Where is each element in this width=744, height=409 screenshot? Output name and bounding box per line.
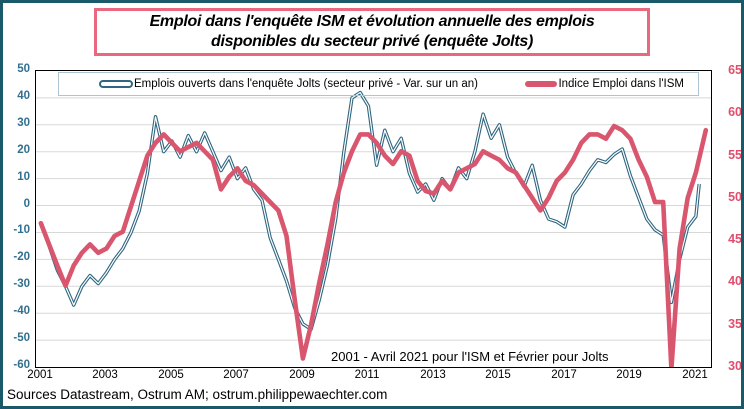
x-axis-tick: 2011 bbox=[354, 369, 380, 381]
x-axis-tick: 2009 bbox=[289, 369, 315, 381]
plot-svg bbox=[36, 90, 711, 367]
legend-item-jolts: Emplois ouverts dans l'enquête Jolts (se… bbox=[99, 78, 478, 90]
right-axis-labels: 65 60 55 50 45 40 35 30 bbox=[714, 63, 742, 373]
right-axis-tick: 45 bbox=[728, 232, 742, 246]
legend-label-jolts: Emplois ouverts dans l'enquête Jolts (se… bbox=[134, 78, 478, 90]
x-axis-tick: 2007 bbox=[223, 369, 249, 381]
left-axis-tick: 0 bbox=[23, 198, 30, 210]
x-axis-tick: 2003 bbox=[92, 369, 118, 381]
ism-line bbox=[38, 123, 709, 367]
right-axis-tick: 60 bbox=[728, 105, 742, 119]
left-axis-tick: 40 bbox=[17, 90, 30, 102]
left-axis-tick: -10 bbox=[13, 224, 30, 236]
chart-title-line2: disponibles du secteur privé (enquête Jo… bbox=[211, 33, 533, 50]
chart-title-line1: Emploi dans l'enquête ISM et évolution a… bbox=[149, 13, 595, 30]
legend-label-ism: Indice Emploi dans l'ISM bbox=[558, 78, 684, 90]
x-axis-tick: 2017 bbox=[551, 369, 577, 381]
left-axis-tick: -60 bbox=[13, 359, 30, 371]
right-axis-tick: 50 bbox=[728, 190, 742, 204]
right-axis-tick: 65 bbox=[728, 63, 742, 77]
ism-line-marker bbox=[525, 81, 558, 87]
chart-title-box: Emploi dans l'enquête ISM et évolution a… bbox=[94, 8, 650, 56]
left-axis-tick: 10 bbox=[17, 171, 30, 183]
x-axis-labels: 2001 2003 2005 2007 2009 2011 2013 2015 2017 2019… bbox=[27, 369, 713, 385]
x-axis-tick: 2001 bbox=[27, 369, 53, 381]
legend: Emplois ouverts dans l'enquête Jolts (se… bbox=[58, 72, 699, 96]
left-axis-labels: 50 40 30 20 10 0 -10 -20 -30 -40 -50 -60 bbox=[3, 63, 31, 371]
right-axis-tick: 55 bbox=[728, 148, 742, 162]
left-axis-tick: -50 bbox=[13, 332, 30, 344]
x-axis-tick: 2013 bbox=[420, 369, 446, 381]
right-axis-tick: 40 bbox=[728, 274, 742, 288]
x-axis-tick: 2021 bbox=[682, 369, 708, 381]
jolts-line-marker bbox=[99, 80, 133, 88]
x-axis-tick: 2015 bbox=[485, 369, 511, 381]
legend-item-ism: Indice Emploi dans l'ISM bbox=[525, 78, 684, 90]
left-axis-tick: -40 bbox=[13, 305, 30, 317]
annotation: 2001 - Avril 2021 pour l'ISM et Février … bbox=[331, 349, 609, 364]
right-axis-tick: 30 bbox=[728, 359, 742, 373]
left-axis-tick: -30 bbox=[13, 278, 30, 290]
plot-area: Emplois ouverts dans l'enquête Jolts (se… bbox=[35, 70, 712, 368]
left-axis-tick: 20 bbox=[17, 144, 30, 156]
left-axis-tick: -20 bbox=[13, 251, 30, 263]
right-axis-tick: 35 bbox=[728, 317, 742, 331]
left-axis-tick: 30 bbox=[17, 117, 30, 129]
source-note: Sources Datastream, Ostrum AM; ostrum.ph… bbox=[7, 387, 388, 402]
x-axis-tick: 2019 bbox=[616, 369, 642, 381]
left-axis-tick: 50 bbox=[17, 63, 30, 75]
x-axis-tick: 2005 bbox=[158, 369, 184, 381]
